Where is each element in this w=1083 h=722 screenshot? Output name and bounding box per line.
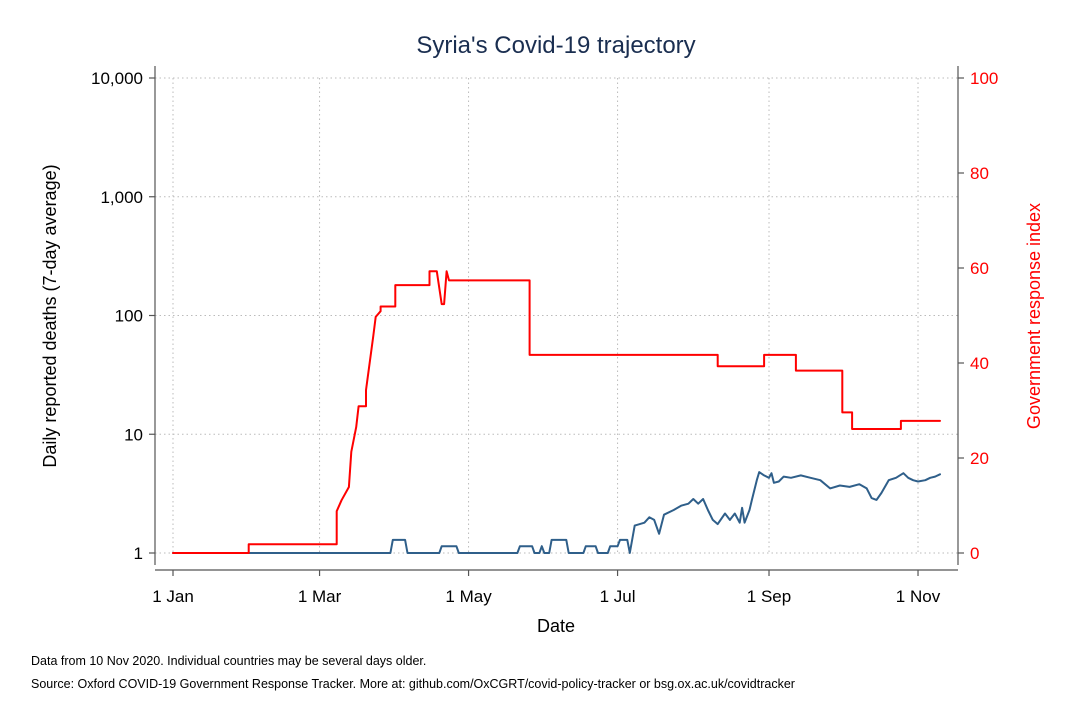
y-right-tick-label: 100 bbox=[970, 69, 998, 88]
y-right-tick-label: 0 bbox=[970, 544, 979, 563]
chart: 1 10 100 1,000 10,000 0 20 40 60 80 100 1 Jan 1 Mar 1… bbox=[40, 32, 1044, 636]
y-left-tick-label: 10 bbox=[124, 425, 143, 444]
y-right-tick-label: 40 bbox=[970, 354, 989, 373]
x-tick-label: 1 Nov bbox=[896, 587, 941, 606]
y-axis-right-title: Government response index bbox=[1024, 203, 1044, 429]
x-tick-label: 1 Mar bbox=[298, 587, 342, 606]
source-note: Source: Oxford COVID-19 Government Respo… bbox=[31, 677, 795, 691]
grid bbox=[155, 77, 958, 554]
y-right-tick-label: 80 bbox=[970, 164, 989, 183]
x-tick-label: 1 Jul bbox=[600, 587, 636, 606]
chart-title: Syria's Covid-19 trajectory bbox=[416, 32, 695, 59]
plot-lines bbox=[172, 270, 941, 554]
y-left-tick-label: 100 bbox=[115, 307, 143, 326]
series-line-deaths bbox=[172, 471, 941, 554]
x-tick-label: 1 May bbox=[445, 587, 492, 606]
x-tick-label: 1 Sep bbox=[747, 587, 791, 606]
axes: 1 10 100 1,000 10,000 0 20 40 60 80 100 1 Jan 1 Mar 1… bbox=[91, 66, 998, 606]
y-axis-left-title: Daily reported deaths (7-day average) bbox=[40, 164, 60, 467]
y-left-tick-label: 10,000 bbox=[91, 69, 143, 88]
y-right-tick-label: 20 bbox=[970, 449, 989, 468]
series-line-response-index bbox=[172, 270, 941, 554]
x-tick-label: 1 Jan bbox=[152, 587, 194, 606]
y-right-tick-label: 60 bbox=[970, 259, 989, 278]
data-date-note: Data from 10 Nov 2020. Individual countr… bbox=[31, 654, 427, 668]
x-axis-title: Date bbox=[537, 616, 575, 636]
y-left-tick-label: 1,000 bbox=[100, 188, 143, 207]
y-left-tick-label: 1 bbox=[134, 544, 143, 563]
